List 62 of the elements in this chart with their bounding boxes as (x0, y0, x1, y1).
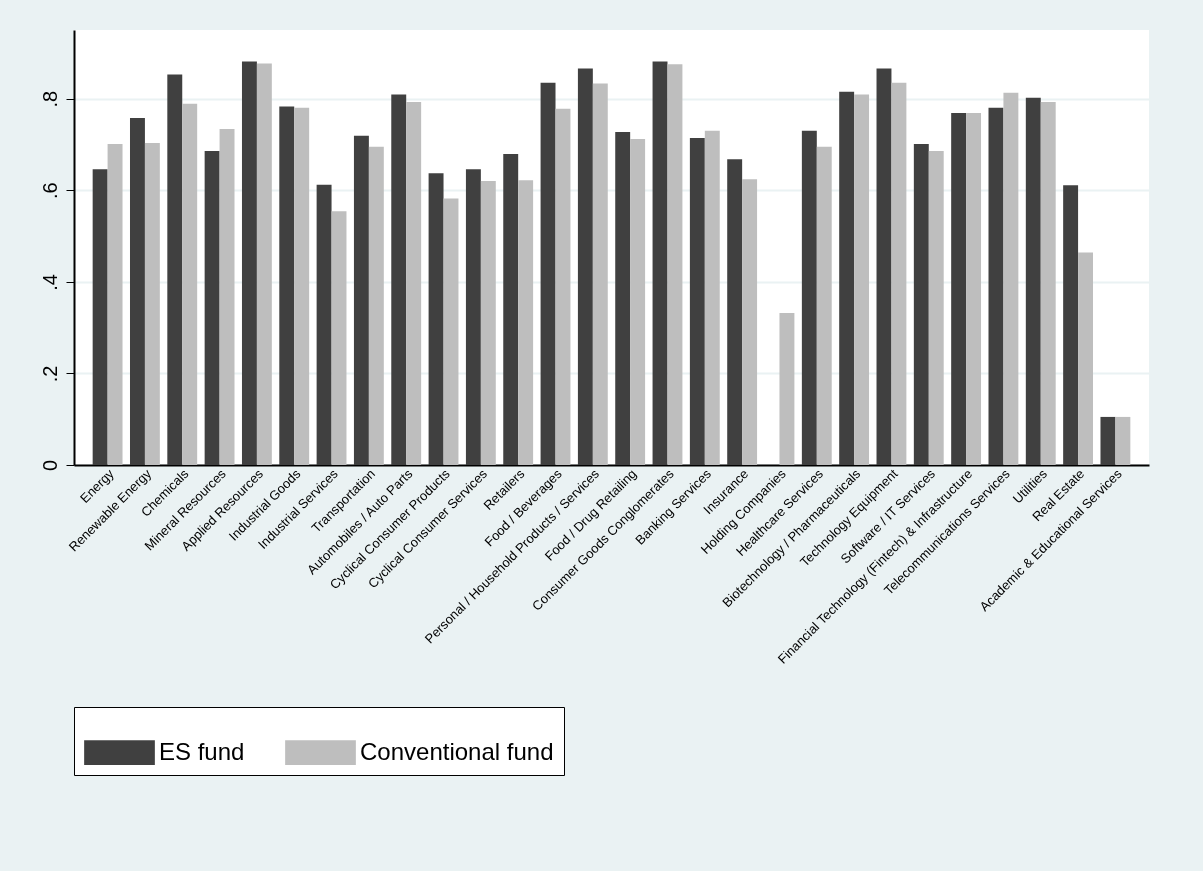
bar (988, 107, 1004, 465)
bar (204, 150, 220, 465)
y-tick-label: .6 (38, 182, 61, 200)
bar (144, 143, 160, 465)
bar (928, 150, 944, 465)
bar (951, 112, 967, 465)
bar (294, 107, 310, 465)
bar (555, 108, 571, 465)
bar (801, 130, 817, 465)
y-tick-label: .8 (38, 90, 61, 108)
bar (368, 146, 384, 465)
bar (913, 144, 929, 465)
bar (1003, 92, 1019, 465)
legend-label: ES fund (159, 737, 245, 765)
bar (704, 130, 720, 465)
bar (443, 198, 459, 465)
bar (876, 68, 892, 465)
bar (331, 211, 347, 465)
bar (465, 169, 481, 465)
bar (256, 63, 272, 465)
bar (1100, 416, 1116, 465)
bar (92, 169, 108, 465)
bar (518, 180, 534, 465)
bar (428, 173, 444, 465)
bar (966, 112, 982, 465)
bar (742, 179, 758, 465)
bar (241, 61, 257, 465)
bar (1025, 97, 1041, 465)
bar (577, 68, 593, 465)
bar (727, 159, 743, 465)
bar (652, 61, 668, 465)
y-tick-label: .4 (38, 274, 61, 291)
bar (503, 154, 519, 465)
bar (353, 135, 369, 465)
bar (1040, 101, 1056, 465)
bar (480, 181, 496, 465)
bar (1063, 185, 1079, 465)
bar (540, 82, 556, 465)
bar (1115, 416, 1131, 465)
bar (854, 94, 870, 465)
bar (129, 117, 145, 465)
y-tick-label: 0 (38, 459, 61, 472)
bar (279, 106, 295, 465)
bar (391, 94, 407, 465)
y-tick-label: .2 (38, 365, 61, 383)
legend-label: Conventional fund (360, 737, 554, 765)
bar (816, 146, 832, 465)
bar (592, 83, 608, 465)
bar (615, 132, 631, 465)
bar (182, 103, 198, 465)
bar (167, 74, 183, 465)
bar (316, 184, 332, 465)
bar (689, 138, 705, 465)
bar (107, 144, 123, 465)
bar (630, 138, 646, 465)
bar (891, 82, 907, 465)
bar (839, 91, 855, 465)
bar (219, 128, 235, 465)
bar (1078, 252, 1094, 465)
bar (667, 64, 683, 465)
bar (406, 101, 422, 465)
bar (779, 312, 795, 465)
